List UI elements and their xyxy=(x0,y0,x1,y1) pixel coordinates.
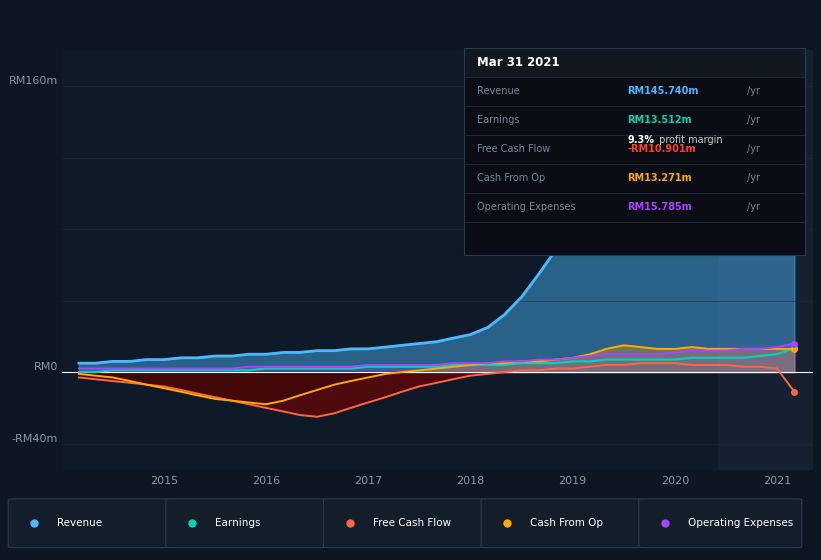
FancyBboxPatch shape xyxy=(481,499,644,548)
Text: Mar 31 2021: Mar 31 2021 xyxy=(478,55,560,69)
Text: RM145.740m: RM145.740m xyxy=(627,86,699,96)
FancyBboxPatch shape xyxy=(8,499,172,548)
FancyBboxPatch shape xyxy=(166,499,329,548)
Text: RM13.271m: RM13.271m xyxy=(627,173,692,183)
FancyBboxPatch shape xyxy=(639,499,802,548)
Text: Free Cash Flow: Free Cash Flow xyxy=(478,144,551,154)
Text: /yr: /yr xyxy=(746,202,759,212)
Text: RM15.785m: RM15.785m xyxy=(627,202,692,212)
Text: Cash From Op: Cash From Op xyxy=(478,173,546,183)
Text: RM0: RM0 xyxy=(34,362,57,372)
Text: /yr: /yr xyxy=(746,115,759,125)
FancyBboxPatch shape xyxy=(323,499,487,548)
Text: 9.3%: 9.3% xyxy=(627,134,654,144)
Text: -RM10.901m: -RM10.901m xyxy=(627,144,696,154)
Text: /yr: /yr xyxy=(746,86,759,96)
Bar xyxy=(718,50,813,470)
Text: RM160m: RM160m xyxy=(8,76,57,86)
Text: Operating Expenses: Operating Expenses xyxy=(478,202,576,212)
Text: Free Cash Flow: Free Cash Flow xyxy=(373,518,451,528)
Text: Revenue: Revenue xyxy=(478,86,521,96)
Text: Earnings: Earnings xyxy=(478,115,520,125)
Text: Operating Expenses: Operating Expenses xyxy=(688,518,793,528)
Text: /yr: /yr xyxy=(746,173,759,183)
FancyBboxPatch shape xyxy=(464,48,805,77)
Text: Revenue: Revenue xyxy=(57,518,103,528)
Text: RM13.512m: RM13.512m xyxy=(627,115,692,125)
Text: /yr: /yr xyxy=(746,144,759,154)
Text: profit margin: profit margin xyxy=(656,134,723,144)
Text: Earnings: Earnings xyxy=(215,518,260,528)
Text: -RM40m: -RM40m xyxy=(11,433,57,444)
Text: Cash From Op: Cash From Op xyxy=(530,518,603,528)
